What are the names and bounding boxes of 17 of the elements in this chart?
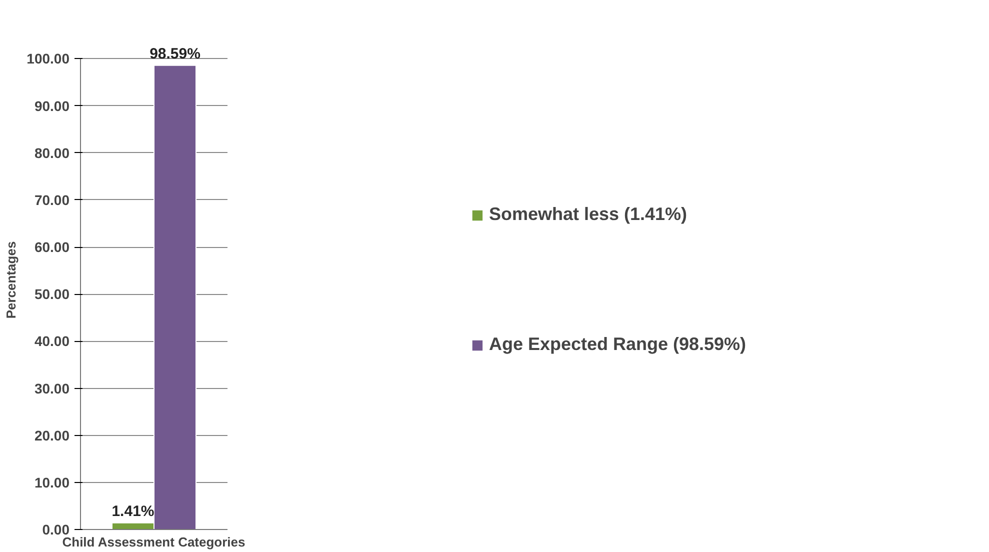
y-tick-label: 80.00 [34, 144, 70, 161]
x-axis-title: Child Assessment Categories [62, 534, 246, 550]
y-tick-label: 100.00 [26, 50, 70, 67]
y-tick-label: 90.00 [34, 98, 70, 114]
y-tick-label: 0.00 [42, 522, 70, 538]
y-tick-label: 60.00 [34, 239, 70, 256]
y-tick-label: 20.00 [34, 427, 70, 444]
y-tick-label: 70.00 [34, 192, 70, 208]
y-tick-label: 10.00 [34, 474, 70, 490]
y-axis-title: Percentages [4, 241, 19, 319]
legend-label: Somewhat less (1.41%) [488, 203, 688, 226]
data-label: 98.59% [150, 45, 200, 62]
y-tick-label: 50.00 [34, 286, 70, 302]
y-tick-label: 40.00 [34, 333, 70, 350]
legend-label: Age Expected Range (98.59%) [488, 333, 746, 356]
data-label: 1.41% [112, 502, 154, 520]
y-tick-label: 30.00 [34, 380, 70, 396]
